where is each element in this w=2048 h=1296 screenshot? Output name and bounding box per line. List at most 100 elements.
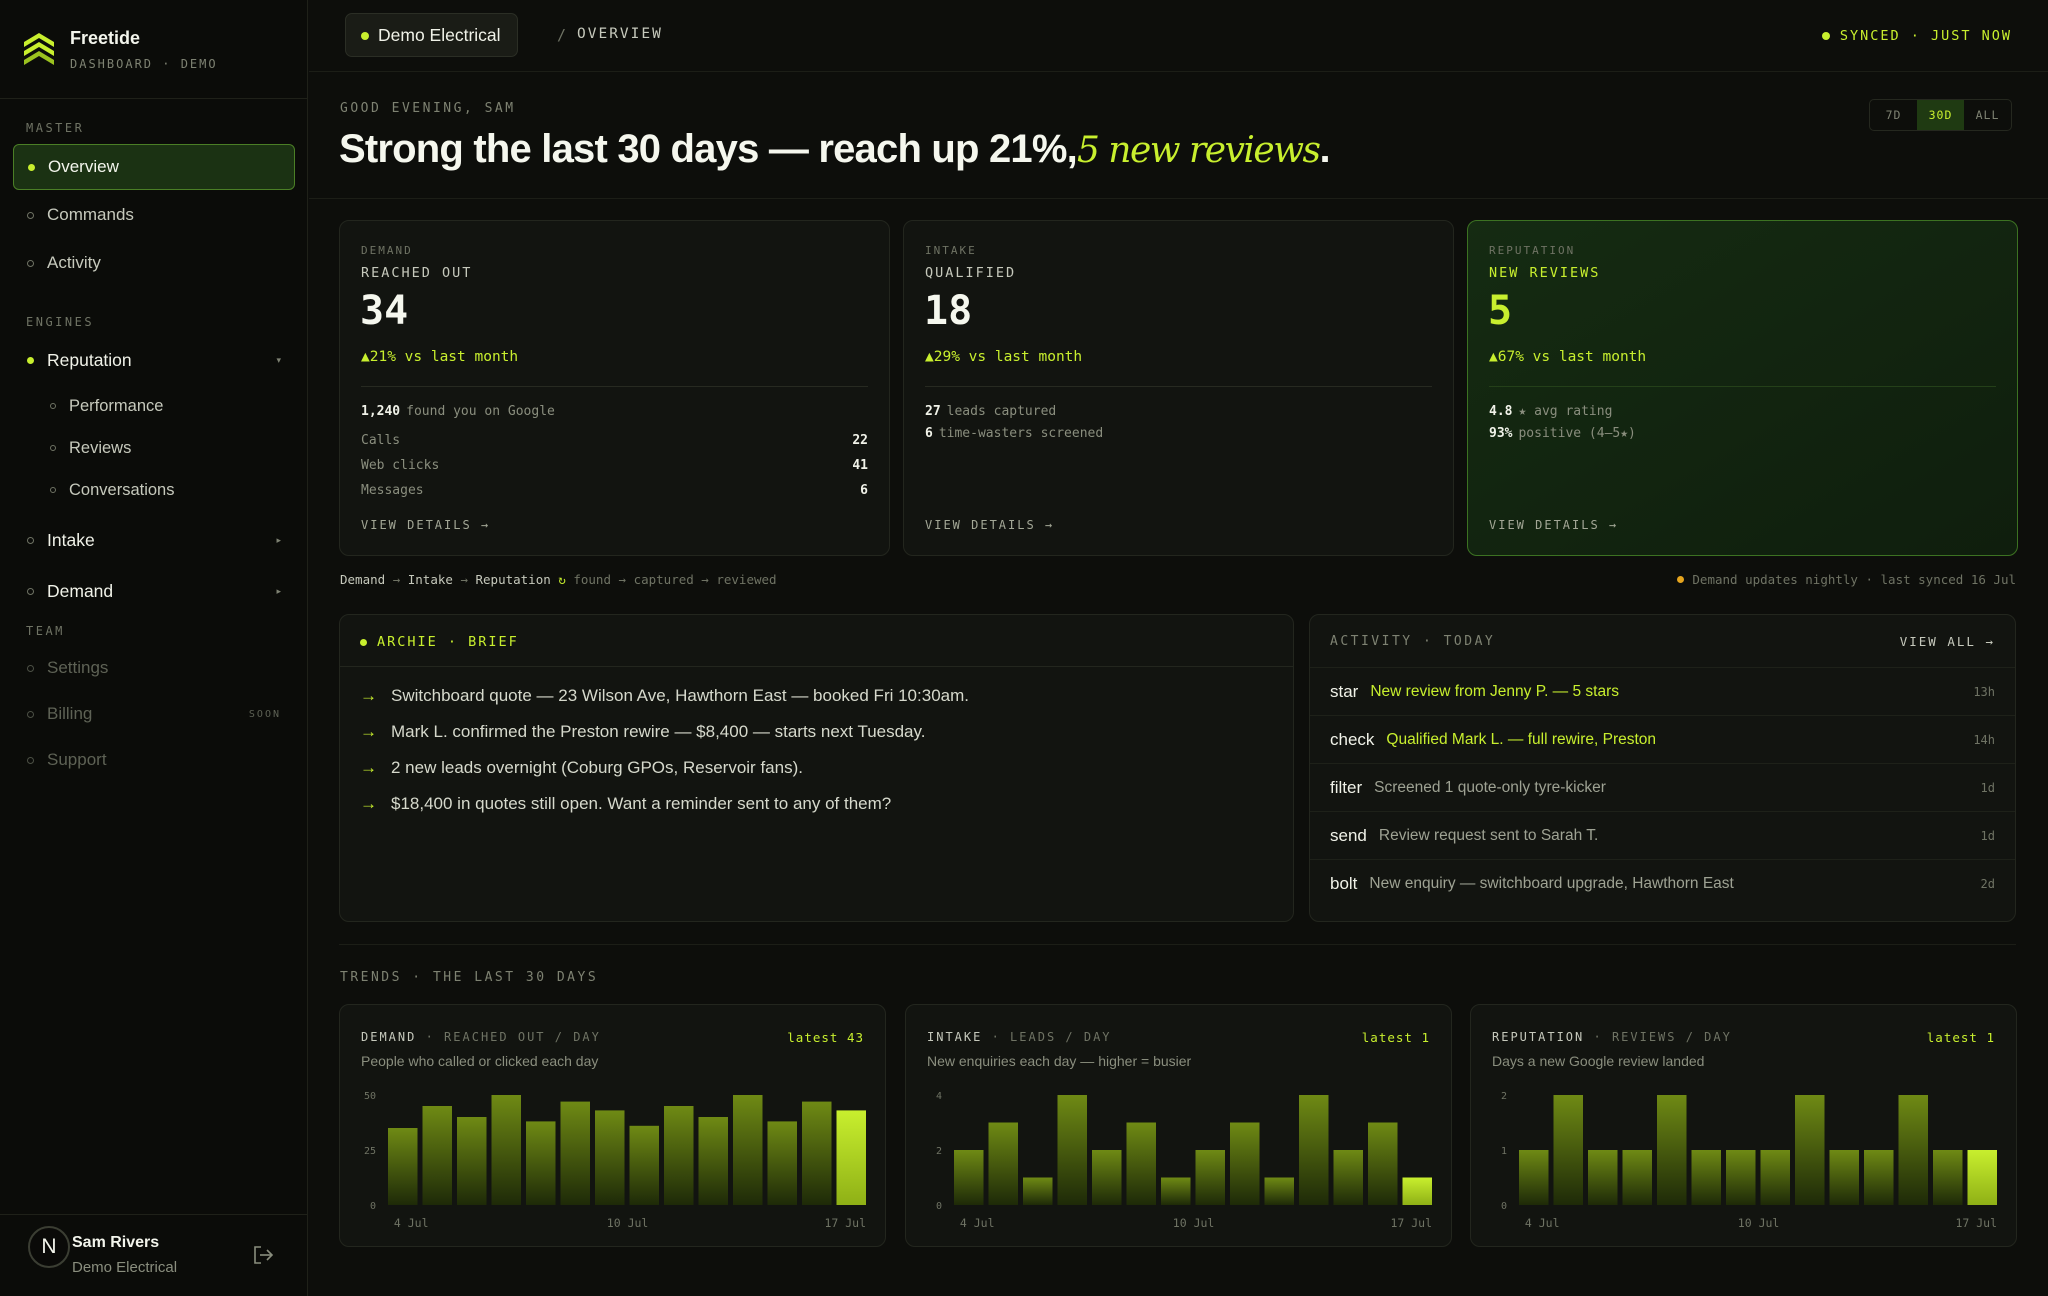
panel-header: ARCHIE · BRIEF [340, 615, 1293, 667]
chart-bar [733, 1095, 763, 1205]
bullet-icon [27, 587, 34, 595]
sidebar-item-demand[interactable]: Demand ▸ [13, 568, 295, 614]
kpi-value: 34 [360, 288, 409, 334]
chart-bar [1864, 1150, 1894, 1205]
bullet-icon [50, 445, 56, 451]
arrow-right-icon: → [360, 758, 377, 777]
sidebar-item-activity[interactable]: Activity [13, 240, 295, 286]
chart-bar [1195, 1150, 1225, 1205]
chart-title: REPUTATION · REVIEWS / DAY [1492, 1030, 1732, 1044]
bullet-icon [27, 664, 34, 672]
range-all-button[interactable]: ALL [1975, 108, 2000, 122]
brand[interactable]: Freetide DASHBOARD · DEMO [22, 28, 218, 71]
archie-brief-panel: ARCHIE · BRIEF → Switchboard quote — 23 W… [339, 614, 1294, 922]
divider [309, 198, 2048, 199]
x-tick-label: 4 Jul [960, 1216, 995, 1230]
kpi-value: 18 [924, 288, 973, 334]
sidebar-item-label: Overview [48, 157, 119, 176]
topbar: Demo Electrical / OVERVIEW SYNCED · JUST… [309, 0, 2048, 72]
workspace-switcher[interactable]: Demo Electrical [345, 13, 518, 57]
section-label-engines: ENGINES [26, 315, 95, 329]
view-all-link[interactable]: VIEW ALL → [1899, 634, 1995, 649]
activity-panel: ACTIVITY · TODAY VIEW ALL → star New rev… [1309, 614, 2016, 922]
activity-time: 14h [1973, 732, 1995, 747]
chart-bar [1829, 1150, 1859, 1205]
active-dot-icon [27, 356, 34, 364]
kpi-card-intake[interactable]: INTAKE QUALIFIED 18 ▲29% vs last month 2… [903, 220, 1454, 556]
chart-description: New enquiries each day — higher = busier [927, 1053, 1192, 1069]
kpi-stat-label: positive (4–5★) [1518, 426, 1636, 441]
kpi-card-demand[interactable]: DEMAND REACHED OUT 34 ▲21% vs last month… [339, 220, 890, 556]
sidebar-item-commands[interactable]: Commands [13, 192, 295, 238]
sidebar-subitem-reviews[interactable]: Reviews [36, 428, 296, 468]
chart-bar [1126, 1122, 1156, 1205]
avatar[interactable]: N [28, 1226, 70, 1268]
sidebar-item-intake[interactable]: Intake ▸ [13, 517, 295, 563]
kpi-stat-label: ★ avg rating [1518, 404, 1613, 419]
kpi-row-value: 41 [852, 458, 868, 473]
panel-title: ARCHIE · BRIEF [360, 634, 519, 650]
chart-bar [1553, 1095, 1583, 1205]
warning-dot-icon [1677, 576, 1685, 583]
brief-item[interactable]: → 2 new leads overnight (Coburg GPOs, Res… [360, 758, 803, 778]
chart-bar [1760, 1150, 1790, 1205]
range-30d-button[interactable]: 30D [1917, 100, 1964, 130]
activity-text: New review from Jenny P. — 5 stars [1370, 682, 1620, 700]
chart-bar [1299, 1095, 1329, 1205]
kpi-value: 5 [1488, 288, 1513, 334]
kpi-category: DEMAND [361, 244, 413, 257]
activity-row[interactable]: send Review request sent to Sarah T. 1d [1310, 811, 2015, 859]
kpi-delta: ▲21% vs last month [361, 349, 519, 365]
sidebar-subitem-conversations[interactable]: Conversations [36, 470, 296, 510]
divider [339, 944, 2016, 945]
brief-item[interactable]: → Switchboard quote — 23 Wilson Ave, Hawt… [360, 686, 969, 706]
sidebar-item-label: Conversations [69, 480, 175, 499]
activity-row[interactable]: bolt New enquiry — switchboard upgrade, … [1310, 859, 2015, 907]
range-7d-button[interactable]: 7D [1885, 108, 1902, 122]
chart-latest: latest 1 [1926, 1030, 1995, 1045]
chart-bar [1333, 1150, 1363, 1205]
sidebar-item-billing[interactable]: Billing SOON [13, 691, 295, 737]
activity-row[interactable]: check Qualified Mark L. — full rewire, P… [1310, 715, 2015, 763]
logout-icon[interactable] [252, 1245, 274, 1265]
activity-time: 1d [1980, 828, 1995, 843]
y-tick-label: 2 [936, 1146, 942, 1157]
x-tick-label: 10 Jul [607, 1216, 649, 1230]
sidebar: Freetide DASHBOARD · DEMO MASTER Overvie… [0, 0, 308, 1296]
status-dot-icon [360, 638, 367, 646]
caret-right-icon: ▸ [276, 534, 281, 545]
chart-name: REPUTATION [1492, 1030, 1585, 1044]
chart-bar [629, 1125, 659, 1205]
view-details-link[interactable]: VIEW DETAILS → [1489, 518, 1619, 532]
x-tick-label: 17 Jul [1390, 1216, 1432, 1230]
sidebar-item-overview[interactable]: Overview [13, 144, 295, 190]
flow-step: Reputation [475, 572, 551, 587]
brief-item[interactable]: → $18,400 in quotes still open. Want a re… [360, 794, 891, 814]
sidebar-subitem-performance[interactable]: Performance [36, 386, 296, 426]
chart-latest: latest 1 [1361, 1030, 1430, 1045]
activity-row[interactable]: filter Screened 1 quote-only tyre-kicker… [1310, 763, 2015, 811]
divider [1489, 386, 1996, 387]
kpi-card-reputation[interactable]: REPUTATION NEW REVIEWS 5 ▲67% vs last mo… [1467, 220, 2018, 556]
sidebar-item-label: Performance [69, 396, 164, 415]
sidebar-item-reputation[interactable]: Reputation ▾ [13, 337, 295, 383]
sidebar-item-label: Reviews [69, 438, 132, 457]
chart-bar [595, 1110, 625, 1205]
activity-row[interactable]: star New review from Jenny P. — 5 stars … [1310, 667, 2015, 715]
view-details-link[interactable]: VIEW DETAILS → [361, 518, 491, 532]
chart-bar [1519, 1150, 1549, 1205]
kpi-category: INTAKE [925, 244, 977, 257]
trends-heading: TRENDS · THE LAST 30 DAYS [340, 970, 599, 985]
view-details-link[interactable]: VIEW DETAILS → [925, 518, 1055, 532]
sidebar-item-support[interactable]: Support [13, 737, 295, 783]
brief-item-text: $18,400 in quotes still open. Want a rem… [391, 794, 892, 813]
brief-item[interactable]: → Mark L. confirmed the Preston rewire — … [360, 722, 925, 742]
sidebar-item-settings[interactable]: Settings [13, 645, 295, 691]
chart-bar [1023, 1177, 1053, 1205]
chart-bar [1898, 1095, 1928, 1205]
bullet-icon [27, 211, 34, 219]
panel-title-text: ARCHIE · BRIEF [377, 634, 519, 650]
sync-dot-icon [1821, 32, 1830, 40]
brand-subtitle: DASHBOARD · DEMO [70, 57, 218, 71]
send-icon: send [1330, 825, 1367, 845]
